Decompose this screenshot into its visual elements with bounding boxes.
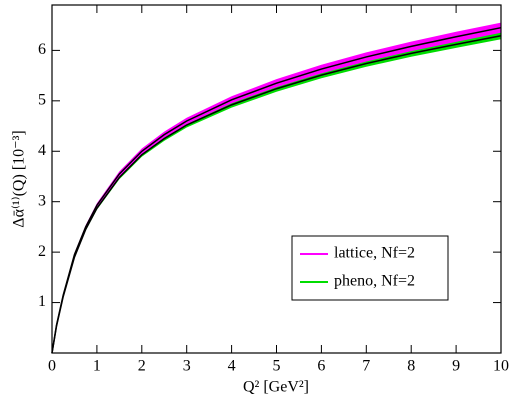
y-tick-label: 1 [38, 293, 46, 310]
x-tick-label: 2 [138, 358, 146, 375]
x-axis-label: Q² [GeV²] [243, 379, 309, 396]
legend-label: pheno, Nf=2 [334, 273, 415, 290]
x-tick-label: 1 [93, 358, 101, 375]
x-tick-label: 9 [452, 358, 460, 375]
line [51, 26, 502, 354]
y-tick-label: 2 [38, 243, 46, 260]
y-tick-label: 3 [38, 192, 46, 209]
x-tick-label: 0 [48, 358, 56, 375]
y-tick-label: 6 [38, 41, 46, 58]
x-tick-label: 7 [362, 358, 370, 375]
x-tick-label: 8 [407, 358, 415, 375]
x-tick-label: 6 [317, 358, 325, 375]
line [51, 35, 502, 354]
y-tick-label: 5 [38, 91, 46, 108]
y-axis-label: Δᾱ⁽¹⁾(Q) [10⁻³] [11, 130, 28, 227]
error-band [52, 22, 501, 354]
x-tick-label: 3 [183, 358, 191, 375]
legend-label: lattice, Nf=2 [334, 245, 415, 262]
x-tick-label: 4 [228, 358, 236, 375]
legend-box [291, 235, 449, 301]
x-tick-label: 5 [273, 358, 281, 375]
x-tick-label: 10 [493, 358, 509, 375]
y-tick-label: 4 [38, 142, 46, 159]
